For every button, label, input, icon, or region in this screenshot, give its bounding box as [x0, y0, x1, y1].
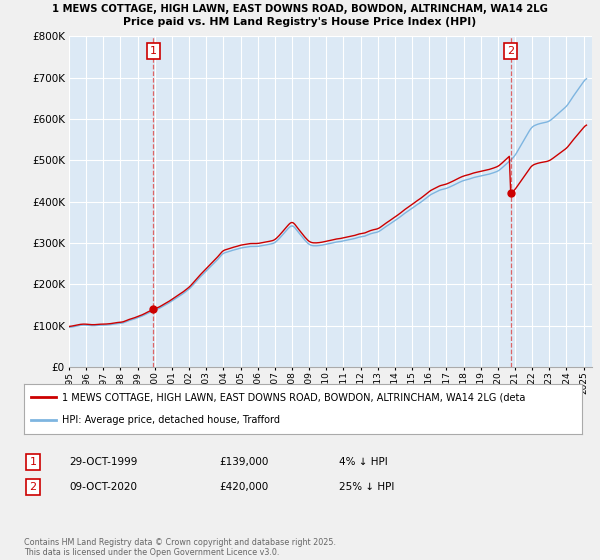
Text: 25% ↓ HPI: 25% ↓ HPI: [339, 482, 394, 492]
Text: 1 MEWS COTTAGE, HIGH LAWN, EAST DOWNS ROAD, BOWDON, ALTRINCHAM, WA14 2LG: 1 MEWS COTTAGE, HIGH LAWN, EAST DOWNS RO…: [52, 4, 548, 14]
Text: Contains HM Land Registry data © Crown copyright and database right 2025.
This d: Contains HM Land Registry data © Crown c…: [24, 538, 336, 557]
Text: 4% ↓ HPI: 4% ↓ HPI: [339, 457, 388, 467]
Text: Price paid vs. HM Land Registry's House Price Index (HPI): Price paid vs. HM Land Registry's House …: [124, 17, 476, 27]
Text: HPI: Average price, detached house, Trafford: HPI: Average price, detached house, Traf…: [62, 416, 280, 426]
Text: 1: 1: [29, 457, 37, 467]
Text: 29-OCT-1999: 29-OCT-1999: [69, 457, 137, 467]
Text: £420,000: £420,000: [219, 482, 268, 492]
Text: 1 MEWS COTTAGE, HIGH LAWN, EAST DOWNS ROAD, BOWDON, ALTRINCHAM, WA14 2LG (deta: 1 MEWS COTTAGE, HIGH LAWN, EAST DOWNS RO…: [62, 392, 526, 402]
Text: £139,000: £139,000: [219, 457, 268, 467]
Text: 09-OCT-2020: 09-OCT-2020: [69, 482, 137, 492]
Text: 2: 2: [507, 46, 514, 56]
Text: 1: 1: [150, 46, 157, 56]
Text: 2: 2: [29, 482, 37, 492]
